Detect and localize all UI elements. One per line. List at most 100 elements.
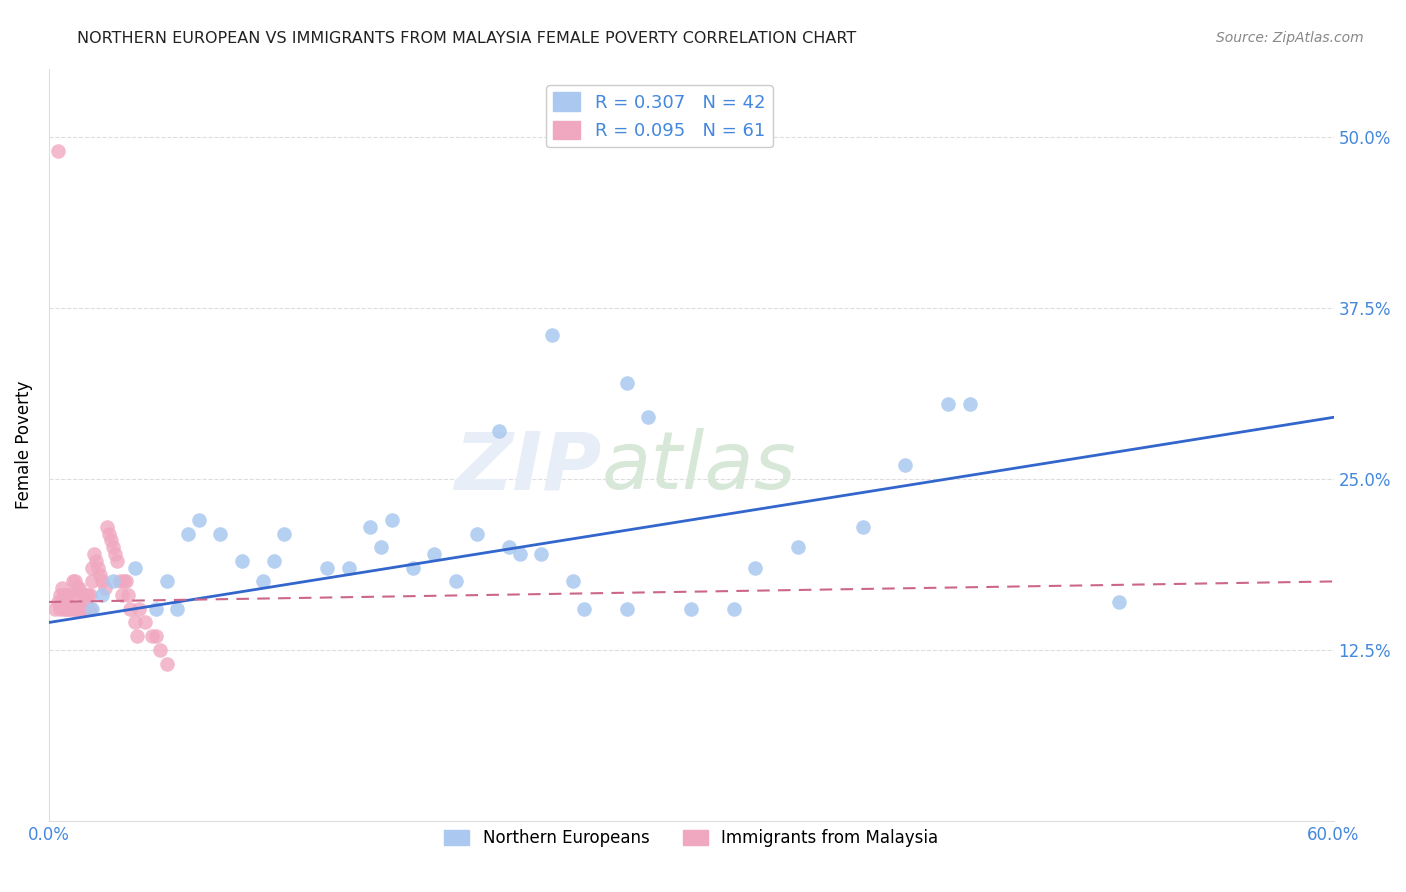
Point <box>84 554 107 568</box>
Point <box>51 595 73 609</box>
Point <box>79 602 101 616</box>
Point <box>44 602 66 616</box>
Point <box>787 540 810 554</box>
Point <box>134 615 156 630</box>
Point <box>125 629 148 643</box>
Point <box>316 561 339 575</box>
Point <box>231 554 253 568</box>
Point <box>48 588 70 602</box>
Point <box>509 547 531 561</box>
Point <box>59 602 82 616</box>
Point <box>637 410 659 425</box>
Point <box>209 526 232 541</box>
Point <box>111 588 134 602</box>
Point <box>76 602 98 616</box>
Point <box>46 595 69 609</box>
Point <box>187 513 209 527</box>
Point <box>117 588 139 602</box>
Point <box>48 602 70 616</box>
Point <box>166 602 188 616</box>
Point <box>402 561 425 575</box>
Point <box>89 567 111 582</box>
Point <box>444 574 467 589</box>
Point <box>70 602 93 616</box>
Text: NORTHERN EUROPEAN VS IMMIGRANTS FROM MALAYSIA FEMALE POVERTY CORRELATION CHART: NORTHERN EUROPEAN VS IMMIGRANTS FROM MAL… <box>77 31 856 46</box>
Point <box>55 602 77 616</box>
Point <box>124 561 146 575</box>
Point <box>574 602 596 616</box>
Point <box>141 629 163 643</box>
Point <box>52 602 75 616</box>
Point <box>70 588 93 602</box>
Point <box>723 602 745 616</box>
Point <box>87 561 110 575</box>
Point <box>62 602 84 616</box>
Point <box>124 615 146 630</box>
Point <box>79 588 101 602</box>
Point <box>115 574 138 589</box>
Point <box>359 519 381 533</box>
Point <box>80 574 103 589</box>
Point <box>156 574 179 589</box>
Point <box>63 602 86 616</box>
Point <box>541 328 564 343</box>
Point <box>145 602 167 616</box>
Point <box>75 588 97 602</box>
Point <box>59 588 82 602</box>
Point <box>66 582 89 596</box>
Point <box>91 588 114 602</box>
Point <box>58 602 80 616</box>
Point <box>66 602 89 616</box>
Point <box>108 574 131 589</box>
Point <box>370 540 392 554</box>
Point <box>76 588 98 602</box>
Point <box>46 144 69 158</box>
Point <box>562 574 585 589</box>
Point <box>52 588 75 602</box>
Point <box>851 519 873 533</box>
Point <box>75 602 97 616</box>
Point <box>93 582 115 596</box>
Point <box>72 602 94 616</box>
Point <box>423 547 446 561</box>
Text: Source: ZipAtlas.com: Source: ZipAtlas.com <box>1216 31 1364 45</box>
Point <box>91 574 114 589</box>
Point <box>530 547 553 561</box>
Point <box>177 526 200 541</box>
Point <box>51 582 73 596</box>
Point <box>103 540 125 554</box>
Point <box>273 526 295 541</box>
Point <box>120 602 142 616</box>
Point <box>104 547 127 561</box>
Point <box>80 561 103 575</box>
Point <box>498 540 520 554</box>
Point <box>616 376 638 390</box>
Point <box>156 657 179 671</box>
Point <box>83 547 105 561</box>
Point <box>100 533 122 548</box>
Text: atlas: atlas <box>602 428 796 507</box>
Point <box>616 602 638 616</box>
Point <box>55 588 77 602</box>
Point <box>72 588 94 602</box>
Point <box>1108 595 1130 609</box>
Point <box>112 574 135 589</box>
Point <box>337 561 360 575</box>
Point <box>465 526 488 541</box>
Point <box>62 574 84 589</box>
Point <box>80 602 103 616</box>
Y-axis label: Female Poverty: Female Poverty <box>15 381 32 508</box>
Point <box>936 396 959 410</box>
Point <box>145 629 167 643</box>
Point <box>681 602 703 616</box>
Point <box>263 554 285 568</box>
Point <box>894 458 917 472</box>
Point <box>63 574 86 589</box>
Point <box>67 582 90 596</box>
Text: ZIP: ZIP <box>454 428 602 507</box>
Point <box>959 396 981 410</box>
Point <box>252 574 274 589</box>
Point <box>744 561 766 575</box>
Point <box>128 602 150 616</box>
Legend: Northern Europeans, Immigrants from Malaysia: Northern Europeans, Immigrants from Mala… <box>437 822 945 854</box>
